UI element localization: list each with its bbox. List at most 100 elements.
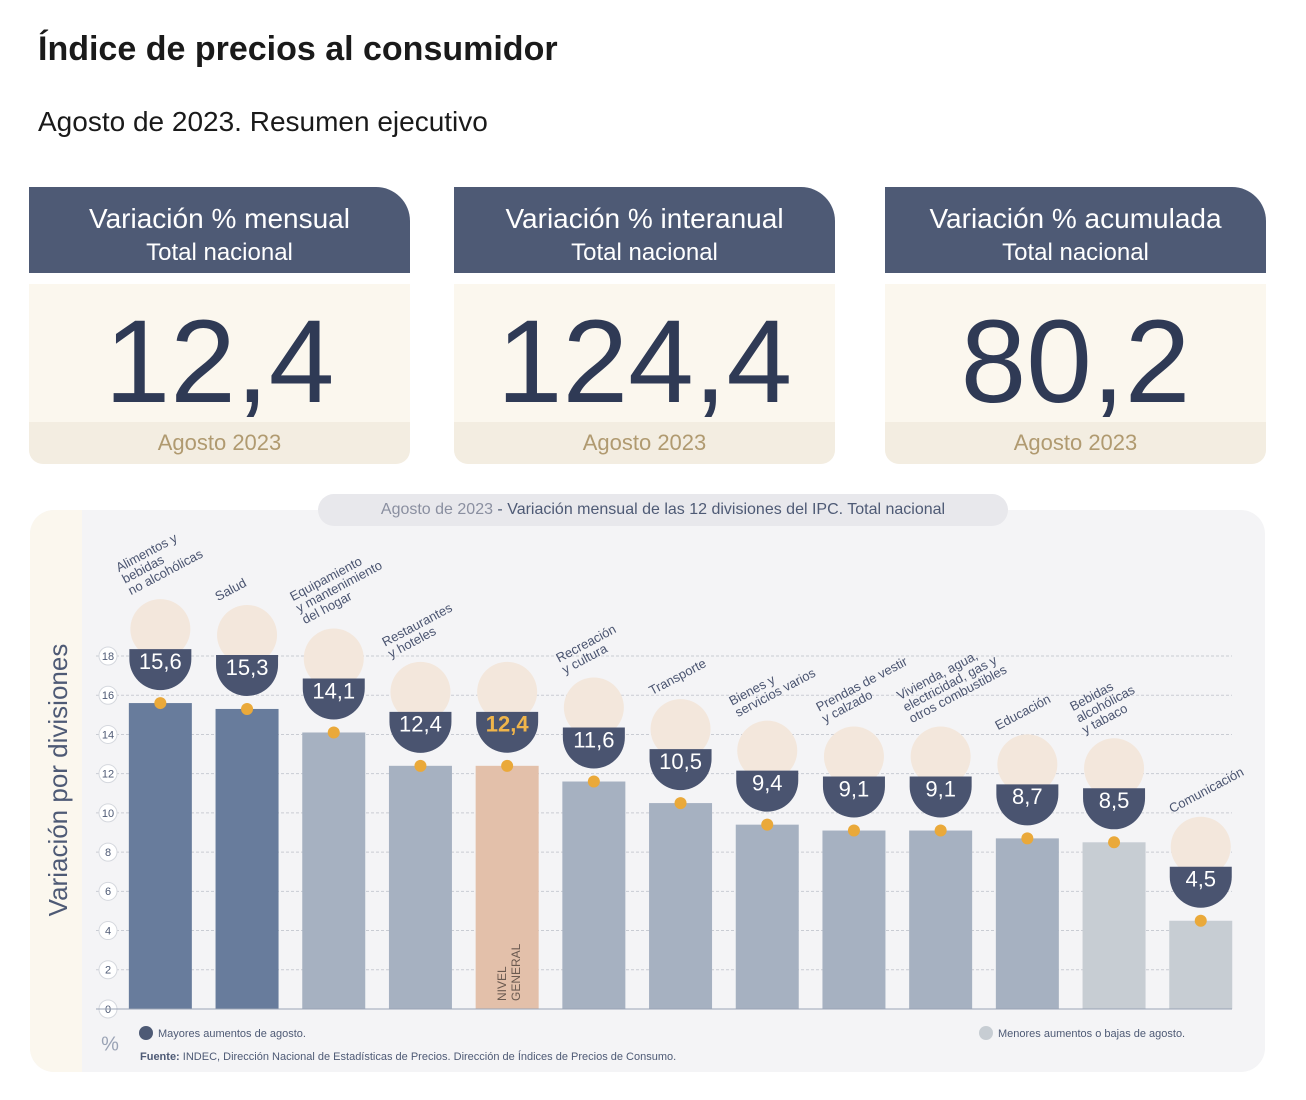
value-dot <box>1194 914 1207 927</box>
legend-label: Mayores aumentos de agosto. <box>158 1028 306 1040</box>
source: Fuente: INDEC, Dirección Nacional de Est… <box>140 1050 676 1063</box>
card-title: Variación % interanual <box>505 203 784 234</box>
icon-backdrop <box>563 677 624 738</box>
y-tick-label: 2 <box>105 965 111 977</box>
legend-swatch <box>979 1026 993 1040</box>
value-dot <box>674 797 687 810</box>
bar-inner-label: NIVELGENERAL <box>495 943 523 1001</box>
value-label: 4,5 <box>1185 867 1216 892</box>
card: Variación % acumulada Total nacional 80,2 A… <box>885 187 1266 464</box>
card: Variación % mensual Total nacional 12,4 Ago… <box>29 187 410 464</box>
card-subtitle: Total nacional <box>571 239 718 266</box>
y-tick-marker <box>98 881 118 901</box>
card-period: Agosto 2023 <box>454 422 835 464</box>
legend-swatch <box>139 1026 153 1040</box>
y-tick-marker <box>98 646 118 666</box>
card-value: 12,4 <box>104 296 335 428</box>
y-tick-label: 12 <box>102 769 114 781</box>
bar <box>822 830 886 1009</box>
y-tick-marker <box>98 724 118 744</box>
value-dot <box>587 775 600 788</box>
source-text: INDEC, Dirección Nacional de Estadística… <box>180 1050 676 1063</box>
icon-backdrop <box>650 699 711 760</box>
icon-backdrop <box>823 726 884 787</box>
value-label: 9,1 <box>839 776 870 801</box>
card-body: 124,4 Agosto 2023 <box>454 284 835 464</box>
value-badge <box>389 711 452 753</box>
icon-backdrop <box>217 604 278 665</box>
card-title: Variación % acumulada <box>929 203 1222 234</box>
bar <box>1169 920 1233 1009</box>
card-header: Variación % interanual Total nacional <box>454 187 835 273</box>
value-badge <box>822 776 885 818</box>
value-dot <box>1108 836 1121 849</box>
value-dot <box>761 818 774 831</box>
y-tick-marker <box>98 842 118 862</box>
y-tick-label: 18 <box>102 651 114 663</box>
value-dot <box>501 759 514 772</box>
card-header: Variación % mensual Total nacional <box>29 187 410 273</box>
card-value: 80,2 <box>960 296 1191 428</box>
value-label: 15,6 <box>139 649 182 674</box>
unit-label: % <box>101 1033 119 1055</box>
value-label: 8,7 <box>1012 784 1043 809</box>
chart: Agosto de 2023 - Variación mensual de la… <box>30 494 1265 1072</box>
y-tick-label: 14 <box>102 729 114 741</box>
value-badge <box>909 776 972 818</box>
icon-backdrop <box>997 734 1058 795</box>
bar <box>1082 842 1146 1009</box>
value-dot <box>241 702 254 715</box>
y-tick-marker <box>98 685 118 705</box>
value-dot <box>1021 832 1034 845</box>
value-label: 15,3 <box>226 655 269 680</box>
card-period: Agosto 2023 <box>29 422 410 464</box>
card-period: Agosto 2023 <box>885 422 1266 464</box>
bar <box>562 781 626 1009</box>
bar <box>128 703 192 1009</box>
value-label: 9,4 <box>752 770 783 795</box>
icon-backdrop <box>303 628 364 689</box>
card-header: Variación % acumulada Total nacional <box>885 187 1266 273</box>
card-body: 80,2 Agosto 2023 <box>885 284 1266 464</box>
value-label: 12,4 <box>399 712 442 737</box>
legend-label: Menores aumentos o bajas de agosto. <box>998 1028 1185 1040</box>
page-title: Índice de precios al consumidor <box>38 30 558 68</box>
page-subtitle: Agosto de 2023. Resumen ejecutivo <box>38 106 488 137</box>
value-dot <box>934 824 947 837</box>
bar <box>302 732 366 1009</box>
bar <box>649 803 713 1009</box>
y-tick-marker <box>98 764 118 784</box>
bar <box>995 838 1059 1009</box>
value-badge <box>1083 788 1146 830</box>
value-badge <box>129 649 192 691</box>
source-label: Fuente: <box>140 1051 180 1063</box>
value-badge <box>649 749 712 791</box>
bar <box>215 708 279 1009</box>
icon-backdrop <box>910 726 971 787</box>
value-badge <box>302 678 365 720</box>
y-tick-label: 10 <box>102 808 114 820</box>
value-badge <box>216 654 279 696</box>
bar-inner-label-line: NIVEL <box>495 966 509 1001</box>
value-badge <box>736 770 799 812</box>
card: Variación % interanual Total nacional 124,… <box>454 187 835 464</box>
value-dot <box>847 824 860 837</box>
value-badge <box>1169 866 1232 908</box>
icon-backdrop <box>1084 738 1145 799</box>
y-tick-label: 6 <box>105 886 111 898</box>
value-label: 12,4 <box>486 712 530 737</box>
card-subtitle: Total nacional <box>146 239 293 266</box>
y-tick-marker <box>98 960 118 980</box>
icon-backdrop <box>477 661 538 722</box>
chart-title: Agosto de 2023 - Variación mensual de la… <box>381 501 945 518</box>
chart-title-date: Agosto de 2023 <box>381 501 493 518</box>
value-label: 14,1 <box>312 678 355 703</box>
value-label: 8,5 <box>1099 788 1130 813</box>
bar-inner-label-line: GENERAL <box>509 943 523 1001</box>
y-tick-marker <box>98 921 118 941</box>
bar <box>475 765 539 1009</box>
card-value: 124,4 <box>496 296 793 428</box>
bar <box>735 824 799 1009</box>
bar <box>388 765 452 1009</box>
y-tick-label: 4 <box>105 925 111 937</box>
